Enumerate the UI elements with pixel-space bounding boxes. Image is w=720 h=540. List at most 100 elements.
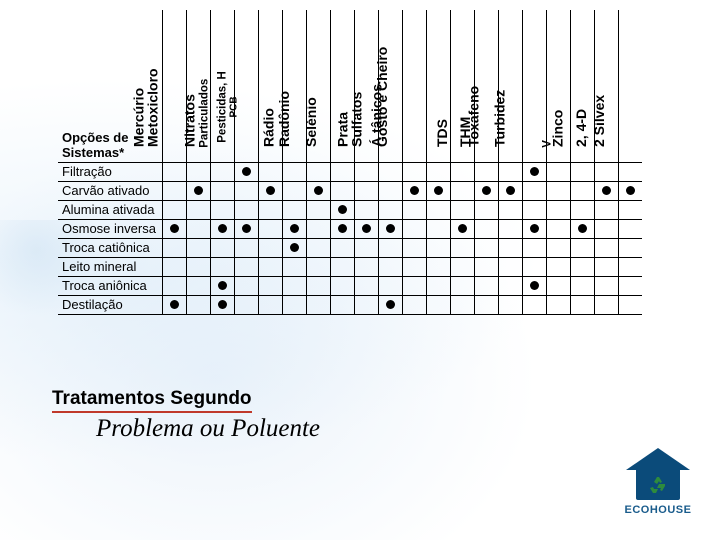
dot-icon bbox=[170, 300, 179, 309]
table-cell bbox=[546, 257, 570, 276]
treatment-options-table: Opções deSistemas* MercúrioMetoxicloroNi… bbox=[58, 10, 642, 315]
row-label: Carvão ativado bbox=[58, 181, 162, 200]
table-cell bbox=[258, 162, 282, 181]
table-cell bbox=[186, 219, 210, 238]
table-cell bbox=[402, 238, 426, 257]
table-cell bbox=[186, 257, 210, 276]
table-cell bbox=[402, 181, 426, 200]
table-cell bbox=[570, 257, 594, 276]
table-cell bbox=[402, 276, 426, 295]
column-label: Zinco bbox=[557, 113, 571, 150]
table-cell bbox=[498, 295, 522, 314]
table-cell bbox=[330, 219, 354, 238]
table-row: Troca catiônica bbox=[58, 238, 642, 257]
table-cell bbox=[570, 238, 594, 257]
table-cell bbox=[306, 257, 330, 276]
table-cell bbox=[306, 162, 330, 181]
table-cell bbox=[186, 162, 210, 181]
table-cell bbox=[354, 238, 378, 257]
dot-icon bbox=[170, 224, 179, 233]
table-cell bbox=[570, 162, 594, 181]
column-label: TDS bbox=[441, 123, 455, 151]
table-cell bbox=[450, 181, 474, 200]
table-cell bbox=[330, 257, 354, 276]
table-cell bbox=[474, 181, 498, 200]
table-cell bbox=[354, 276, 378, 295]
dot-icon bbox=[290, 224, 299, 233]
table-cell bbox=[522, 257, 546, 276]
table-cell bbox=[354, 219, 378, 238]
table-cell bbox=[498, 219, 522, 238]
column-label: Toxafeno bbox=[473, 89, 487, 150]
dot-icon bbox=[482, 186, 491, 195]
table-cell bbox=[282, 295, 306, 314]
dot-icon bbox=[530, 224, 539, 233]
table-cell bbox=[618, 162, 642, 181]
table-cell bbox=[186, 276, 210, 295]
column-label: Radônio bbox=[283, 95, 297, 151]
table-cell bbox=[210, 181, 234, 200]
table-cell bbox=[546, 181, 570, 200]
table-cell bbox=[378, 238, 402, 257]
table-cell bbox=[330, 200, 354, 219]
table-cell bbox=[522, 295, 546, 314]
table-cell bbox=[522, 200, 546, 219]
table-cell bbox=[258, 238, 282, 257]
table-row: Carvão ativado bbox=[58, 181, 642, 200]
table-cell bbox=[546, 200, 570, 219]
row-label: Troca aniônica bbox=[58, 276, 162, 295]
table-row: Destilação bbox=[58, 295, 642, 314]
table-cell bbox=[546, 219, 570, 238]
column-label: Metoxicloro bbox=[152, 72, 166, 151]
table-cell bbox=[498, 257, 522, 276]
table-cell bbox=[234, 181, 258, 200]
table-cell bbox=[546, 162, 570, 181]
table-cell bbox=[522, 238, 546, 257]
dot-icon bbox=[626, 186, 635, 195]
table-cell bbox=[618, 200, 642, 219]
table-cell bbox=[258, 257, 282, 276]
table-cell bbox=[594, 162, 618, 181]
table-cell bbox=[186, 200, 210, 219]
table-cell bbox=[330, 295, 354, 314]
table-cell bbox=[234, 295, 258, 314]
logo-text: ECOHOUSE bbox=[618, 504, 698, 516]
column-label: Gosto e Cheiro bbox=[381, 50, 395, 150]
table-cell bbox=[546, 238, 570, 257]
table-cell bbox=[570, 295, 594, 314]
table-row: Leito mineral bbox=[58, 257, 642, 276]
table-cell bbox=[450, 219, 474, 238]
dot-icon bbox=[362, 224, 371, 233]
logo-house-icon bbox=[624, 448, 692, 502]
table-cell bbox=[522, 181, 546, 200]
dot-icon bbox=[386, 224, 395, 233]
table-cell bbox=[258, 219, 282, 238]
table-cell bbox=[498, 276, 522, 295]
dot-icon bbox=[410, 186, 419, 195]
table-cell bbox=[474, 238, 498, 257]
table-cell bbox=[282, 219, 306, 238]
table-row: Osmose inversa bbox=[58, 219, 642, 238]
table-cell bbox=[306, 295, 330, 314]
table-cell bbox=[330, 238, 354, 257]
table-cell bbox=[426, 238, 450, 257]
table-cell bbox=[546, 295, 570, 314]
table-cell bbox=[594, 200, 618, 219]
table-cell bbox=[378, 295, 402, 314]
table-cell bbox=[378, 276, 402, 295]
table-cell bbox=[426, 200, 450, 219]
table-row: Alumina ativada bbox=[58, 200, 642, 219]
table-cell bbox=[186, 238, 210, 257]
table-cell bbox=[618, 257, 642, 276]
table-cell bbox=[474, 200, 498, 219]
dot-icon bbox=[338, 205, 347, 214]
table-cell bbox=[450, 200, 474, 219]
table-cell bbox=[570, 219, 594, 238]
table-cell bbox=[330, 181, 354, 200]
table-cell bbox=[570, 181, 594, 200]
table-cell bbox=[594, 181, 618, 200]
table-row: Troca aniônica bbox=[58, 276, 642, 295]
table-cell bbox=[210, 238, 234, 257]
table-cell bbox=[162, 181, 186, 200]
dot-icon bbox=[266, 186, 275, 195]
